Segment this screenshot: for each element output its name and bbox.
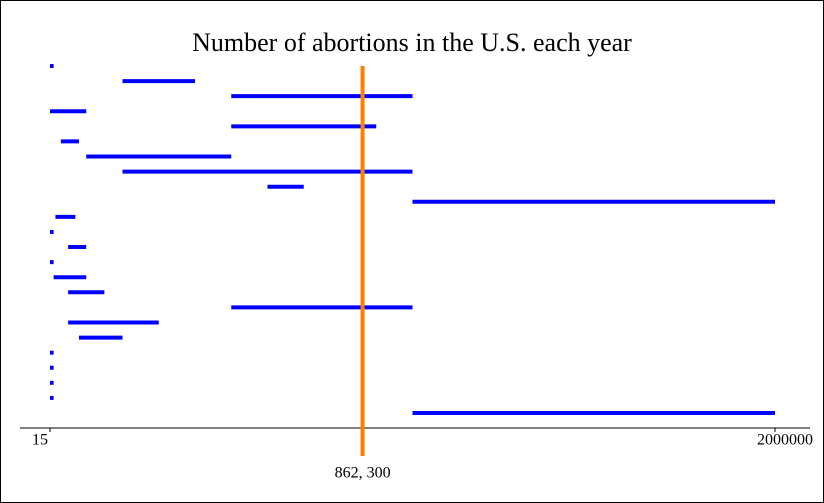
reference-label: 862, 300	[335, 465, 391, 482]
chart-title: Number of abortions in the U.S. each yea…	[192, 28, 632, 57]
x-tick-label: 15	[32, 432, 48, 449]
x-tick-label: 2000000	[757, 432, 813, 449]
